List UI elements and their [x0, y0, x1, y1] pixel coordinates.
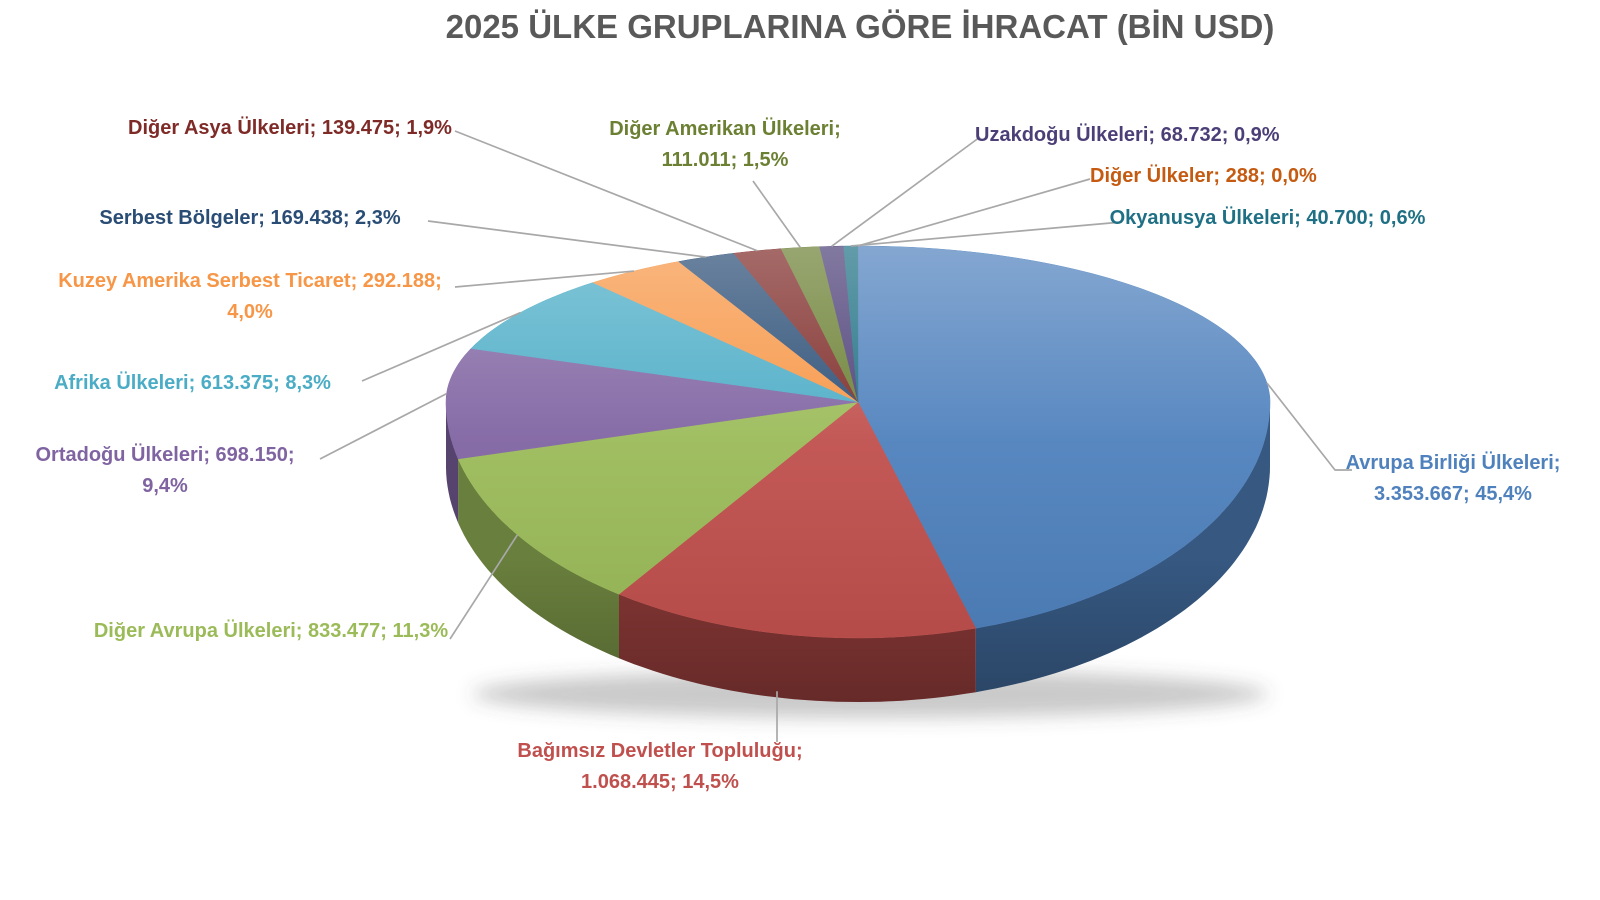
leader-line-okyanusya: [850, 221, 1123, 247]
pie-slice-side-shade-bagimsiz-devletler: [619, 594, 976, 702]
leader-line-diger-amerikan: [752, 180, 801, 249]
pie-slice-side-shade-avrupa-birligi: [975, 402, 1270, 693]
pie-label-avrupa-birligi: Avrupa Birliği Ülkeleri; 3.353.667; 45,4…: [1345, 452, 1561, 505]
leader-line-afrika: [361, 311, 521, 382]
leader-line-ortadogu: [319, 392, 447, 460]
pie-label-kuzey-amerika: Kuzey Amerika Serbest Ticaret; 292.188; …: [58, 270, 442, 323]
leader-line-diger-ulkeler: [857, 178, 1091, 247]
pie-label-afrika: Afrika Ülkeleri; 613.375; 8,3%: [54, 372, 331, 394]
pie-label-diger-asya: Diğer Asya Ülkeleri; 139.475; 1,9%: [128, 117, 452, 139]
pie-label-diger-ulkeler: Diğer Ülkeler; 288; 0,0%: [1090, 165, 1317, 187]
leader-line-serbest-bolgeler: [427, 220, 706, 258]
pie-label-ortadogu: Ortadoğu Ülkeleri; 698.150; 9,4%: [35, 444, 295, 497]
leader-line-diger-asya: [454, 130, 758, 252]
pie-slice-side-shade-ortadogu: [446, 402, 459, 523]
pie-gloss: [446, 246, 1270, 638]
pie-label-diger-avrupa: Diğer Avrupa Ülkeleri; 833.477; 11,3%: [93, 620, 449, 642]
leader-line-uzakdogu: [831, 136, 981, 248]
pie-label-okyanusya: Okyanusya Ülkeleri; 40.700; 0,6%: [1109, 207, 1426, 229]
leader-line-avrupa-birligi: [1266, 382, 1352, 471]
pie-label-serbest-bolgeler: Serbest Bölgeler; 169.438; 2,3%: [99, 207, 401, 229]
leader-line-diger-avrupa: [449, 534, 519, 640]
leader-line-kuzey-amerika: [454, 270, 635, 288]
chart-title: 2025 ÜLKE GRUPLARINA GÖRE İHRACAT (BİN U…: [445, 8, 1275, 45]
pie-label-uzakdogu: Uzakdoğu Ülkeleri; 68.732; 0,9%: [975, 124, 1280, 146]
pie-label-diger-amerikan: Diğer Amerikan Ülkeleri; 111.011; 1,5%: [609, 118, 841, 171]
pie-label-bagimsiz-devletler: Bağımsız Devletler Topluluğu; 1.068.445;…: [517, 740, 803, 793]
pie-slice-side-shade-diger-avrupa: [458, 458, 619, 659]
